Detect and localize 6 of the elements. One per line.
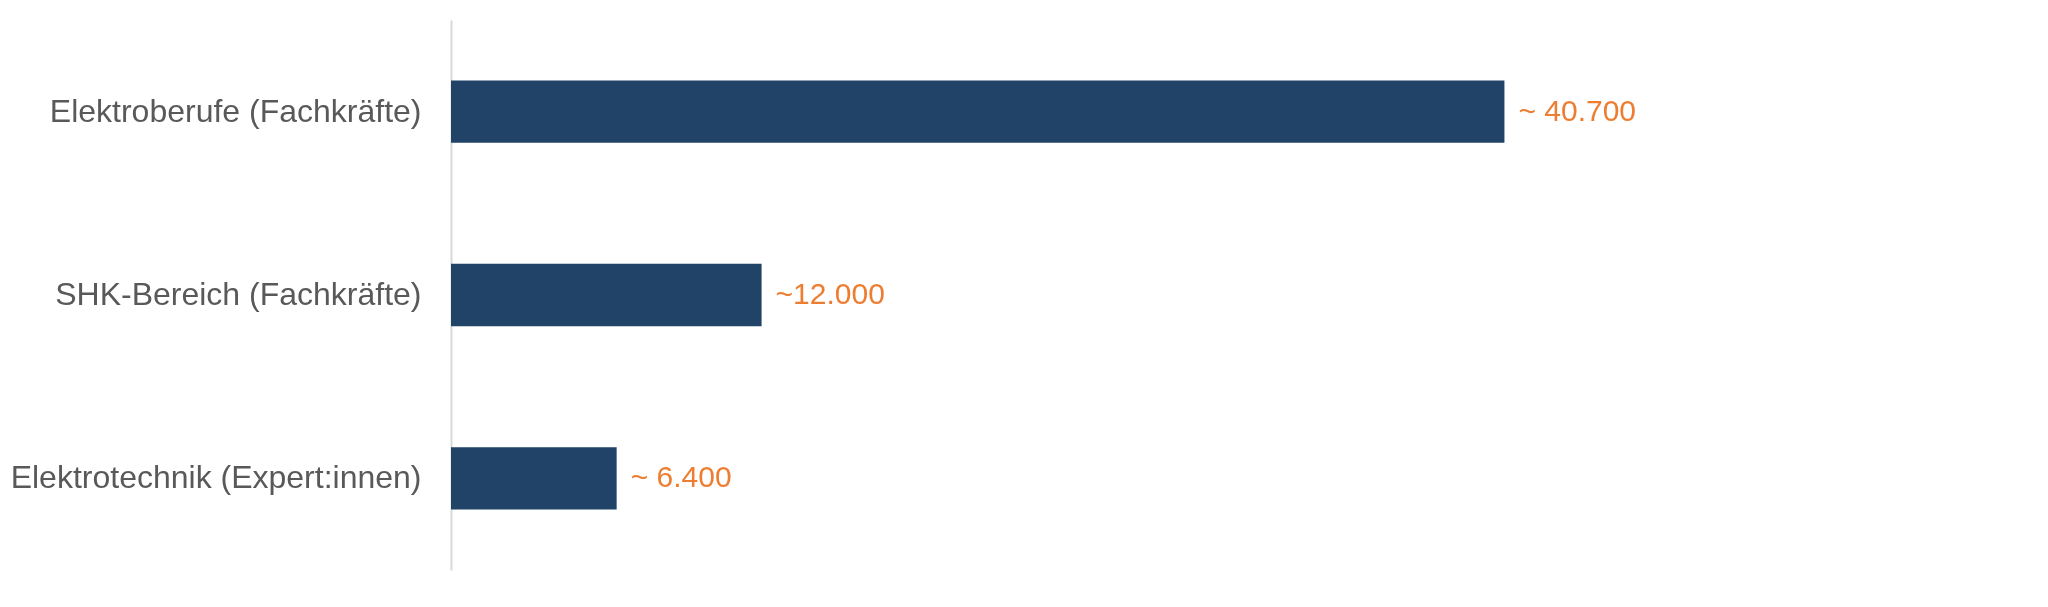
y-tick-label: SHK-Bereich (Fachkräfte) [55, 276, 422, 312]
y-tick-label: Elektrotechnik (Expert:innen) [10, 459, 422, 496]
data-label: ~12.000 [775, 277, 885, 310]
y-tick-label: Elektroberufe (Fachkräfte) [49, 92, 422, 129]
data-label: ~ 40.700 [1518, 93, 1637, 127]
data-label: ~ 6.400 [630, 460, 732, 494]
